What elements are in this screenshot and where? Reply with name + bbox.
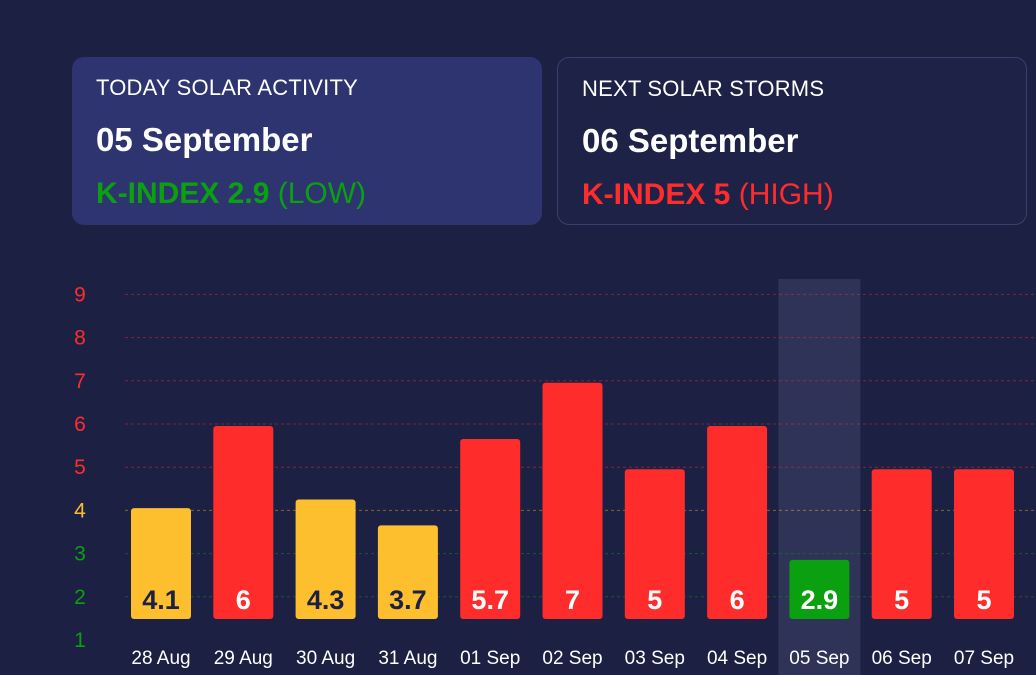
bar-label-9: 5 <box>894 585 909 615</box>
y-tick-9: 9 <box>74 283 86 306</box>
bar-5 <box>542 382 603 619</box>
next-kindex-line: K-INDEX 5 (HIGH) <box>582 178 1002 212</box>
x-tick-2: 30 Aug <box>296 648 355 669</box>
y-tick-3: 3 <box>74 543 86 566</box>
bar-label-4: 5.7 <box>471 585 509 615</box>
bar-10 <box>954 469 1014 619</box>
next-kindex-level: (HIGH) <box>738 178 834 211</box>
y-tick-2: 2 <box>74 586 86 609</box>
bar-8 <box>789 559 850 619</box>
x-tick-10: 07 Sep <box>954 648 1014 669</box>
today-label: TODAY SOLAR ACTIVITY <box>96 75 358 100</box>
bar-label-6: 5 <box>647 585 662 615</box>
today-kindex-line: K-INDEX 2.9 (LOW) <box>96 177 518 211</box>
bar-label-5: 7 <box>565 585 580 615</box>
today-kindex-value: K-INDEX 2.9 <box>96 177 270 210</box>
x-tick-0: 28 Aug <box>131 648 190 669</box>
next-storms-card: NEXT SOLAR STORMS 06 September K-INDEX 5… <box>557 57 1027 225</box>
bar-label-10: 5 <box>976 585 991 615</box>
bar-label-1: 6 <box>236 585 251 615</box>
next-label: NEXT SOLAR STORMS <box>582 76 825 101</box>
x-tick-3: 31 Aug <box>378 648 437 669</box>
y-tick-8: 8 <box>74 327 86 350</box>
x-tick-6: 03 Sep <box>625 648 685 669</box>
today-kindex-level: (LOW) <box>277 177 367 210</box>
bar-3 <box>377 525 438 619</box>
bar-label-3: 3.7 <box>389 585 427 615</box>
bar-label-2: 4.3 <box>307 585 345 615</box>
y-tick-5: 5 <box>74 456 86 479</box>
y-tick-6: 6 <box>74 413 86 436</box>
y-tick-4: 4 <box>74 499 86 522</box>
bar-9 <box>871 469 932 619</box>
next-date: 06 September <box>582 122 799 159</box>
bar-1 <box>213 426 274 619</box>
x-tick-7: 04 Sep <box>707 648 767 669</box>
today-activity-card: TODAY SOLAR ACTIVITY 05 September K-INDE… <box>72 57 542 225</box>
bar-2 <box>295 499 356 619</box>
x-tick-9: 06 Sep <box>872 648 932 669</box>
bar-0 <box>131 508 191 619</box>
bar-label-7: 6 <box>730 585 745 615</box>
x-tick-4: 01 Sep <box>460 648 520 669</box>
bar-7 <box>707 426 768 619</box>
next-kindex-value: K-INDEX 5 <box>582 178 731 211</box>
bar-label-8: 2.9 <box>801 585 839 615</box>
x-tick-8: 05 Sep <box>789 648 849 669</box>
x-tick-1: 29 Aug <box>214 648 273 669</box>
today-date: 05 September <box>96 121 313 158</box>
bar-6 <box>624 469 685 619</box>
bar-label-0: 4.1 <box>142 585 180 615</box>
bar-4 <box>460 438 521 619</box>
y-tick-7: 7 <box>74 370 86 393</box>
x-tick-5: 02 Sep <box>542 648 602 669</box>
y-tick-1: 1 <box>74 629 86 652</box>
